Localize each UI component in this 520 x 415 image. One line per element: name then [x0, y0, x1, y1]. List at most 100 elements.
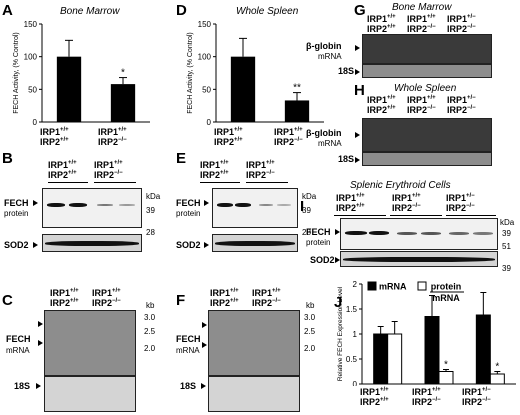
- band: [97, 204, 113, 206]
- panel-i-marker-51: 51: [502, 242, 511, 251]
- band: [217, 203, 233, 207]
- y-axis-label: FECH Activity, (% Control): [187, 32, 194, 114]
- bar: [230, 56, 256, 122]
- panel-c-marker-3-0: 3.0: [144, 313, 156, 322]
- panel-c-18s-blot: [44, 376, 136, 412]
- chart-d-genotype-wt: IRP1+/+ IRP2+/+: [214, 127, 243, 148]
- legend-label-ratio-den: mRNA: [432, 293, 460, 303]
- legend-swatch-mrna: [367, 281, 377, 291]
- significance-marker: *: [495, 362, 499, 373]
- legend-swatch-ratio: [417, 281, 427, 291]
- panel-e-sod2-blot: [212, 234, 298, 252]
- band: [277, 204, 291, 206]
- panel-g-label-18s: 18S: [338, 66, 355, 76]
- panel-h-arrow-bglobin: [355, 132, 360, 138]
- panel-i-marker-39: 39: [502, 229, 511, 238]
- panel-f-fech-blot: [208, 310, 300, 376]
- panel-letter-c: C: [2, 292, 13, 309]
- panel-e-underline-irp2ko: [246, 182, 288, 183]
- panel-e-arrow-sod2: [204, 242, 209, 248]
- panel-f-arrow-18s: [201, 383, 206, 389]
- significance-marker: *: [444, 360, 448, 371]
- panel-b-genotype-wt: IRP1+/+ IRP2+/+: [48, 160, 77, 181]
- band: [421, 232, 441, 235]
- panel-c-label-mrna: mRNA: [6, 346, 30, 355]
- panel-b-arrow-fech: [33, 200, 38, 206]
- legend-label-mrna: mRNA: [379, 282, 407, 292]
- y-tick-label: 150: [198, 20, 212, 29]
- band: [397, 232, 417, 235]
- panel-b-label-fech: FECH: [4, 198, 29, 208]
- panel-c-arrow-18s: [36, 383, 41, 389]
- band: [215, 241, 295, 246]
- panel-h-bglobin-blot: [362, 118, 492, 152]
- panel-b-fech-blot: [42, 188, 142, 228]
- y-tick-label: 0: [353, 380, 358, 386]
- panel-i-marker-39b: 39: [502, 264, 511, 273]
- panel-letter-j: J: [334, 294, 343, 311]
- panel-f-arrow-upper: [202, 322, 207, 328]
- y-tick-label: 50: [28, 85, 37, 94]
- panel-b-marker-39: 39: [146, 206, 155, 215]
- panel-f-18s-blot: [208, 376, 300, 412]
- y-tick-label: 100: [24, 53, 38, 62]
- panel-h-genotype-irp2ko: IRP1+/+ IRP2−/−: [407, 95, 436, 116]
- bar: [56, 56, 82, 122]
- panel-e-marker-39: 39: [302, 206, 311, 215]
- panel-letter-h: H: [354, 82, 365, 99]
- chart-a-genotype-irp2ko: IRP1+/+ IRP2−/−: [98, 127, 127, 148]
- band: [45, 241, 139, 246]
- panel-h-genotype-wt: IRP1+/+ IRP2+/+: [367, 95, 396, 116]
- panel-h-label-18s: 18S: [338, 154, 355, 164]
- panel-g-title: Bone Marrow: [392, 2, 452, 13]
- panel-f-marker-3-0: 3.0: [304, 313, 316, 322]
- panel-f-kb-label: kb: [306, 301, 315, 310]
- panel-h-label-bglobin: β-globin: [306, 128, 342, 138]
- panel-g-genotype-wt: IRP1+/+ IRP2+/+: [367, 14, 396, 35]
- panel-i-label-fech: FECH: [306, 227, 331, 237]
- panel-g-genotype-irp2ko: IRP1+/+ IRP2−/−: [407, 14, 436, 35]
- panel-letter-f: F: [176, 292, 186, 309]
- panel-i-title: Splenic Erythroid Cells: [350, 180, 451, 191]
- band: [259, 204, 273, 206]
- panel-e-genotype-wt: IRP1+/+ IRP2+/+: [200, 160, 229, 181]
- y-tick-label: 1.5: [346, 305, 358, 314]
- panel-c-fech-blot: [44, 310, 136, 376]
- band: [69, 203, 87, 207]
- panel-f-genotype-wt: IRP1+/+ IRP2+/+: [210, 288, 239, 309]
- panel-d-title: Whole Spleen: [236, 6, 299, 17]
- y-tick-label: 100: [198, 53, 212, 62]
- significance-marker: *: [121, 68, 125, 79]
- panel-e-marker-28: 28: [302, 228, 311, 237]
- panel-h-label-mrna: mRNA: [318, 139, 342, 148]
- panel-i-label-protein: protein: [306, 238, 331, 247]
- panel-c-label-18s: 18S: [14, 381, 31, 391]
- y-tick-label: 50: [202, 85, 211, 94]
- chart-a-fech-activity: 0 50 100 150 FECH Activity, (% Control) *: [13, 20, 150, 126]
- band: [47, 203, 65, 207]
- panel-letter-d: D: [176, 2, 187, 19]
- panel-b-label-protein: protein: [4, 209, 29, 218]
- panel-b-kda-label: kDa: [146, 192, 161, 201]
- panel-i-genotype-irp2ko: IRP1+/+ IRP2−/−: [392, 193, 421, 214]
- panel-letter-b: B: [2, 150, 13, 167]
- y-tick-label: 0.5: [346, 355, 358, 364]
- panel-i-underline-irp1het: [446, 215, 496, 216]
- panel-i-genotype-irp1het: IRP1+/− IRP2−/−: [446, 193, 475, 214]
- panel-f-marker-2-0: 2.0: [304, 344, 316, 353]
- panel-i-genotype-wt: IRP1+/+ IRP2+/+: [336, 193, 365, 214]
- panel-a-title: Bone Marrow: [60, 6, 120, 17]
- panel-f-label-fech: FECH: [176, 334, 201, 344]
- band: [449, 232, 469, 235]
- chart-j-genotype-irp2ko: IRP1+/+ IRP2−/−: [412, 387, 441, 408]
- chart-a-genotype-wt: IRP1+/+ IRP2+/+: [40, 127, 69, 148]
- panel-c-label-fech: FECH: [6, 334, 31, 344]
- chart-d-genotype-irp2ko: IRP1+/+ IRP2−/−: [274, 127, 303, 148]
- chart-j-fech-expression: 0 0.5 1 1.5 2 Relative FECH Expression Level *…: [337, 280, 516, 386]
- bar: [110, 84, 136, 122]
- y-tick-label: 0: [33, 118, 38, 126]
- panel-g-18s-blot: [362, 64, 492, 78]
- panel-b-arrow-sod2: [33, 242, 38, 248]
- chart-d-fech-activity: 0 50 100 150 FECH Activity, (% Control) **: [187, 20, 324, 126]
- panel-h-genotype-irp1het: IRP1+/− IRP2−/−: [447, 95, 476, 116]
